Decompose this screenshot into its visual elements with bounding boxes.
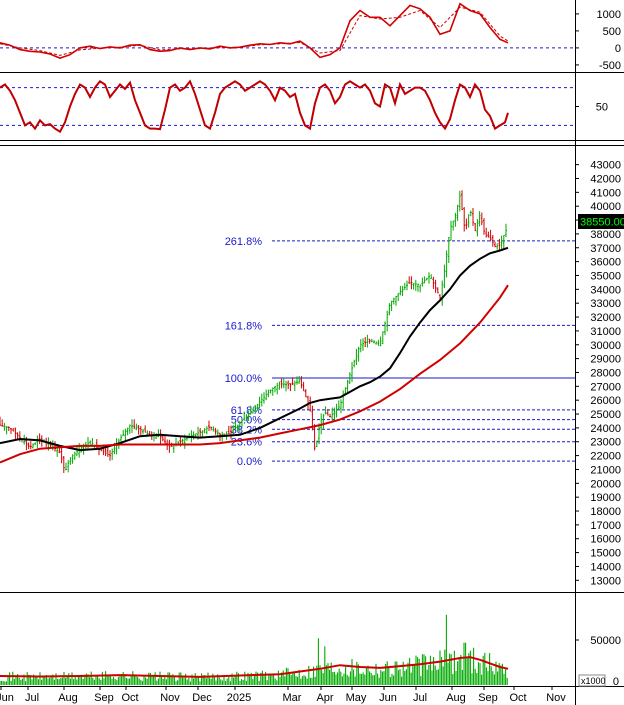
price-tick-label: 13000: [590, 575, 621, 587]
price-tick-label: 25000: [590, 409, 621, 421]
stochastic-tick-label: 50: [596, 102, 608, 114]
price-tick-label: 38000: [590, 229, 621, 241]
price-tick-label: 37000: [590, 243, 621, 255]
price-tick-label: 42000: [590, 173, 621, 185]
macd-panel: 1000 500 0 -500: [0, 2, 621, 72]
price-tick-label: 27000: [590, 381, 621, 393]
month-label: Aug: [58, 692, 78, 704]
month-label: Jul: [25, 692, 39, 704]
volume-ma-line: [0, 656, 509, 678]
fibonacci-label: 38.2%: [231, 424, 262, 436]
fibonacci-label: 0.0%: [237, 456, 262, 468]
price-tick-label: 41000: [590, 187, 621, 199]
month-label: Oct: [121, 692, 138, 704]
price-tick-label: 31000: [590, 326, 621, 338]
price-tick-label: 34000: [590, 284, 621, 296]
moving-average-line: [0, 246, 509, 452]
volume-unit-label: x1000: [581, 676, 606, 686]
month-label: Jul: [413, 692, 427, 704]
price-tick-label: 16000: [590, 534, 621, 546]
price-tick-label: 28000: [590, 367, 621, 379]
price-tick-label: 14000: [590, 561, 621, 573]
macd-series-line: [0, 2, 509, 59]
price-tick-label: 32000: [590, 312, 621, 324]
volume-unit-box: [578, 674, 606, 687]
month-label: Jun: [379, 692, 397, 704]
moving-average-line: [0, 284, 509, 464]
last-price-label: 38550.00: [580, 217, 624, 229]
month-label: Sep: [94, 692, 114, 704]
price-tick-label: 40000: [590, 201, 621, 213]
macd-tick-label: 1000: [597, 9, 621, 21]
macd-series-line: [0, 6, 509, 56]
month-label: May: [346, 692, 367, 704]
fibonacci-label: 100.0%: [225, 373, 263, 385]
price-tick-label: 22000: [590, 451, 621, 463]
macd-tick-label: -500: [599, 60, 621, 72]
volume-tick-label: 50000: [590, 635, 621, 647]
price-tick-label: 36000: [590, 257, 621, 269]
price-tick-label: 15000: [590, 548, 621, 560]
price-tick-label: 18000: [590, 506, 621, 518]
fibonacci-label: 61.8%: [231, 405, 262, 417]
price-tick-label: 35000: [590, 270, 621, 282]
price-tick-label: 26000: [590, 395, 621, 407]
month-axis: Jun Jul Aug Sep Oct Nov Dec 2025 Mar Apr May Jun Jul…: [0, 686, 566, 704]
stochastic-line: [0, 79, 509, 134]
month-label: Oct: [509, 692, 526, 704]
month-label: Aug: [446, 692, 466, 704]
month-label: Sep: [478, 692, 498, 704]
price-tick-label: 33000: [590, 298, 621, 310]
last-price-badge: 38550.00: [578, 214, 624, 229]
macd-tick-label: 0: [615, 43, 621, 55]
month-label: Dec: [192, 692, 212, 704]
price-tick-label: 17000: [590, 520, 621, 532]
month-label: Jun: [0, 692, 14, 704]
month-label: Nov: [546, 692, 566, 704]
volume-zero-label: 0: [613, 676, 619, 688]
price-tick-label: 24000: [590, 423, 621, 435]
price-tick-label: 20000: [590, 478, 621, 490]
price-tick-label: 29000: [590, 354, 621, 366]
month-label: Mar: [283, 692, 302, 704]
fibonacci-label: 261.8%: [225, 236, 263, 248]
month-label: 2025: [227, 692, 251, 704]
price-tick-label: 21000: [590, 464, 621, 476]
fibonacci-label: 161.8%: [225, 320, 263, 332]
price-tick-label: 43000: [590, 160, 621, 172]
price-panel: 261.8%161.8%100.0%61.8%50.0%38.2%23.6%0.…: [0, 160, 621, 587]
stochastic-panel: 50: [0, 79, 608, 134]
price-tick-label: 19000: [590, 492, 621, 504]
price-tick-label: 23000: [590, 437, 621, 449]
month-label: Apr: [316, 692, 333, 704]
volume-panel: 50000 x1000 0: [0, 614, 621, 688]
macd-tick-label: 500: [603, 26, 621, 38]
price-tick-label: 30000: [590, 340, 621, 352]
month-label: Nov: [160, 692, 180, 704]
